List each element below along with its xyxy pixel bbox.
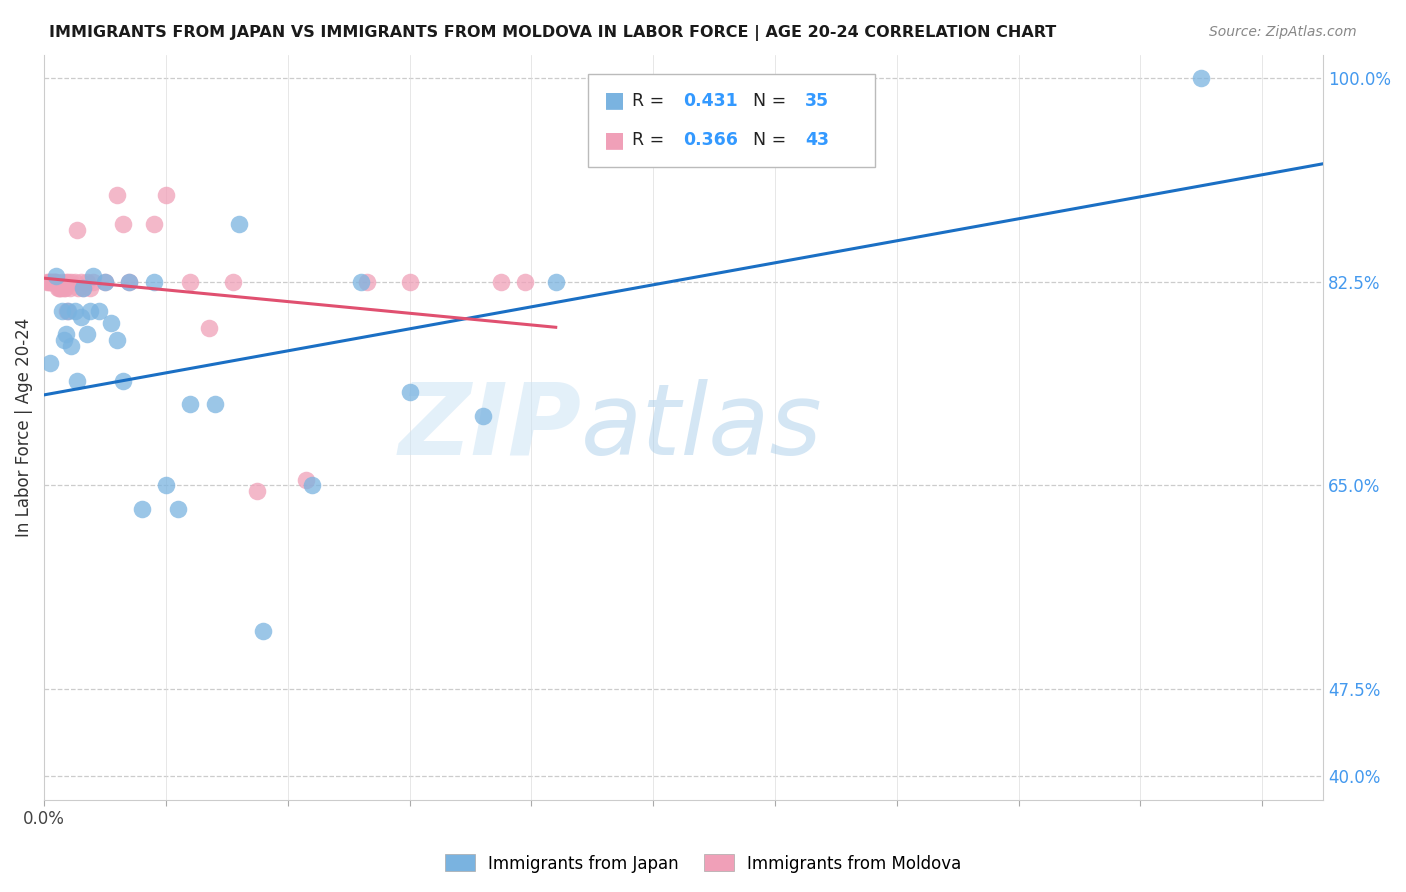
- Point: [118, 275, 141, 289]
- Point: [66, 222, 89, 236]
- Point: [76, 327, 98, 342]
- Point: [398, 275, 420, 289]
- Point: [38, 275, 60, 289]
- Point: [45, 275, 67, 289]
- Text: 35: 35: [806, 92, 830, 110]
- Point: [63, 275, 86, 289]
- Point: [544, 275, 567, 289]
- Point: [79, 281, 101, 295]
- Point: [118, 275, 141, 289]
- Point: [112, 374, 135, 388]
- Point: [59, 281, 82, 295]
- Point: [155, 478, 177, 492]
- Point: [45, 269, 67, 284]
- Y-axis label: In Labor Force | Age 20-24: In Labor Force | Age 20-24: [15, 318, 32, 537]
- Point: [1189, 71, 1212, 86]
- Point: [87, 304, 110, 318]
- FancyBboxPatch shape: [588, 74, 876, 167]
- Point: [63, 304, 86, 318]
- Point: [222, 275, 245, 289]
- Point: [66, 374, 89, 388]
- Point: [179, 275, 201, 289]
- Point: [59, 339, 82, 353]
- Point: [51, 275, 73, 289]
- Point: [69, 310, 91, 324]
- Point: [39, 275, 62, 289]
- Point: [204, 397, 226, 411]
- Point: [51, 281, 73, 295]
- Point: [46, 281, 69, 295]
- Point: [100, 316, 122, 330]
- Point: [197, 321, 219, 335]
- Text: R =: R =: [633, 131, 671, 149]
- Point: [35, 275, 58, 289]
- Point: [489, 275, 512, 289]
- Point: [471, 409, 494, 423]
- Text: ZIP: ZIP: [398, 379, 581, 475]
- Point: [55, 275, 77, 289]
- Point: [49, 281, 72, 295]
- Point: [356, 275, 378, 289]
- Point: [131, 501, 153, 516]
- Point: [39, 356, 62, 370]
- Point: [142, 275, 165, 289]
- Point: [179, 397, 201, 411]
- Point: [53, 281, 76, 295]
- Text: N =: N =: [742, 92, 792, 110]
- Point: [82, 269, 104, 284]
- Point: [79, 304, 101, 318]
- Point: [142, 217, 165, 231]
- Point: [42, 275, 65, 289]
- Text: R =: R =: [633, 92, 671, 110]
- Point: [252, 624, 274, 638]
- Text: 0.366: 0.366: [683, 131, 738, 149]
- Text: Source: ZipAtlas.com: Source: ZipAtlas.com: [1209, 25, 1357, 39]
- Point: [59, 275, 82, 289]
- Point: [58, 275, 80, 289]
- Point: [515, 275, 537, 289]
- Point: [295, 473, 318, 487]
- Point: [94, 275, 117, 289]
- Point: [112, 217, 135, 231]
- Point: [52, 333, 75, 347]
- Legend: Immigrants from Japan, Immigrants from Moldova: Immigrants from Japan, Immigrants from M…: [439, 847, 967, 880]
- Point: [72, 281, 94, 295]
- Text: IMMIGRANTS FROM JAPAN VS IMMIGRANTS FROM MOLDOVA IN LABOR FORCE | AGE 20-24 CORR: IMMIGRANTS FROM JAPAN VS IMMIGRANTS FROM…: [49, 25, 1056, 41]
- Point: [301, 478, 323, 492]
- Point: [94, 275, 117, 289]
- Point: [67, 281, 90, 295]
- Point: [82, 275, 104, 289]
- Point: [52, 281, 75, 295]
- Point: [105, 333, 128, 347]
- Point: [58, 304, 80, 318]
- Point: [398, 385, 420, 400]
- Text: ■: ■: [605, 130, 626, 150]
- Point: [228, 217, 250, 231]
- Point: [105, 187, 128, 202]
- Point: [41, 275, 63, 289]
- Point: [246, 484, 269, 499]
- Text: 43: 43: [806, 131, 830, 149]
- Point: [56, 304, 79, 318]
- Point: [55, 327, 77, 342]
- Point: [155, 187, 177, 202]
- Point: [350, 275, 373, 289]
- Text: N =: N =: [742, 131, 792, 149]
- Point: [51, 304, 73, 318]
- Point: [76, 275, 98, 289]
- Point: [72, 281, 94, 295]
- Point: [167, 501, 190, 516]
- Point: [48, 281, 70, 295]
- Point: [41, 275, 63, 289]
- Text: atlas: atlas: [581, 379, 823, 475]
- Point: [44, 275, 66, 289]
- Point: [69, 275, 91, 289]
- Text: 0.431: 0.431: [683, 92, 738, 110]
- Text: ■: ■: [605, 91, 626, 111]
